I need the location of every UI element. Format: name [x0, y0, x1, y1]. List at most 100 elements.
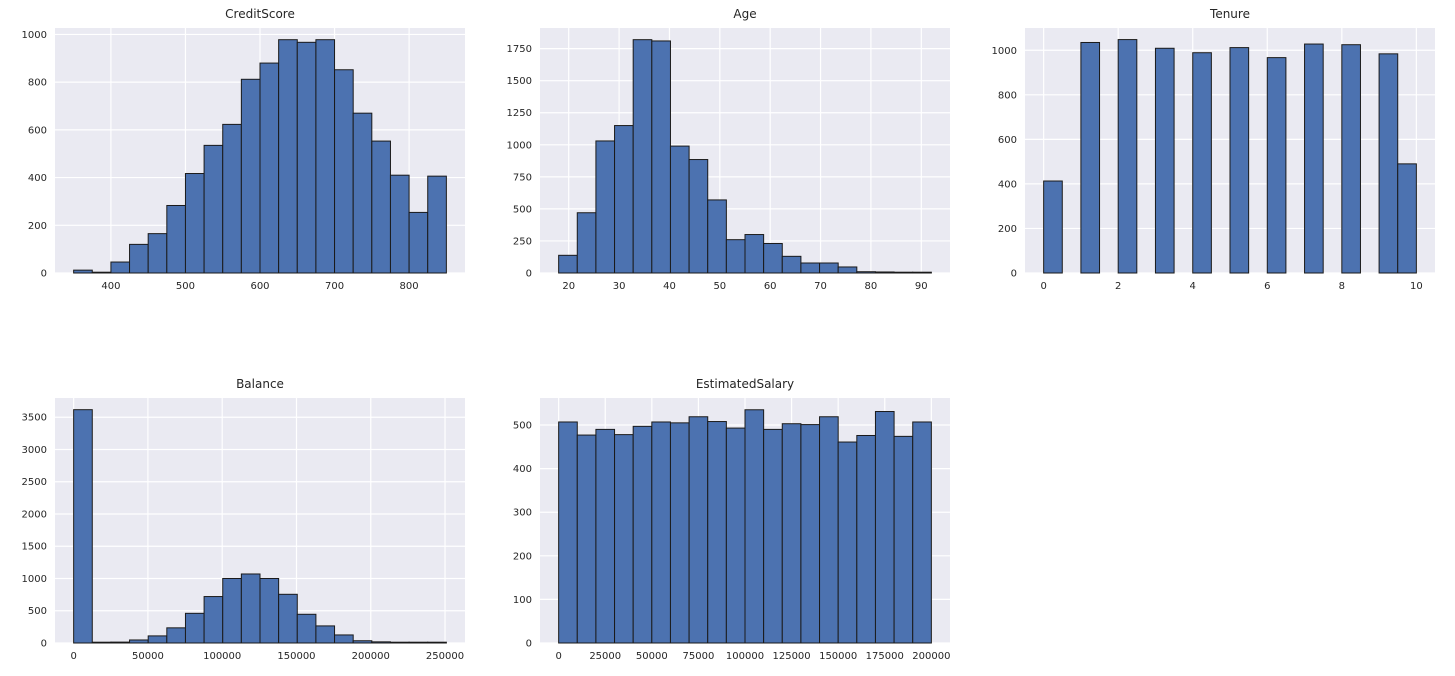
- y-tick-label: 250: [513, 236, 532, 247]
- histogram-bar: [1043, 180, 1063, 274]
- histogram-bar: [763, 243, 783, 274]
- x-tick-label: 200000: [352, 651, 390, 662]
- x-tick-label: 250000: [426, 651, 464, 662]
- y-tick-label: 0: [526, 639, 532, 650]
- histogram-bar: [1080, 41, 1101, 274]
- chart-creditscore: 0 200 400 600 800 1000 400 500 600 700 800 CreditSc…: [0, 0, 485, 338]
- x-tick-label: 8: [1339, 281, 1345, 292]
- histogram-bar: [669, 145, 690, 274]
- y-tick-label: 400: [28, 173, 47, 184]
- histogram-bar: [371, 641, 391, 644]
- histogram-bar: [874, 271, 895, 274]
- histogram-bar: [1397, 163, 1417, 274]
- chart-title: EstimatedSalary: [696, 377, 794, 391]
- x-tick-label: 70: [814, 281, 827, 292]
- x-tick-label: 800: [400, 281, 419, 292]
- y-tick-label: 800: [998, 90, 1017, 101]
- y-tick-label: 1000: [22, 574, 47, 585]
- histogram-bar: [614, 125, 634, 274]
- histogram-bar: [408, 641, 429, 644]
- histogram-bar: [837, 441, 858, 644]
- y-tick-label: 3000: [22, 445, 47, 456]
- y-tick-label: 2000: [22, 509, 47, 520]
- histogram-bar: [651, 40, 671, 274]
- x-tick-label: 6: [1264, 281, 1270, 292]
- x-tick-label: 50: [713, 281, 726, 292]
- histogram-bar: [334, 69, 354, 274]
- chart-title: CreditScore: [225, 7, 295, 21]
- histogram-bar: [352, 640, 373, 644]
- histogram-bar: [110, 641, 131, 644]
- histogram-bar: [800, 262, 821, 274]
- y-tick-label: 1000: [992, 46, 1017, 57]
- histogram-bar: [912, 421, 932, 644]
- histogram-bar: [837, 266, 858, 274]
- y-tick-label: 0: [41, 639, 47, 650]
- histogram-bar: [707, 421, 727, 644]
- histogram-bar: [259, 62, 280, 274]
- x-tick-label: 20: [562, 281, 575, 292]
- x-tick-label: 200000: [912, 651, 950, 662]
- histogram-bar: [1154, 47, 1175, 274]
- histogram-bar: [595, 428, 616, 644]
- x-tick-label: 60: [764, 281, 777, 292]
- y-tick-label: 1000: [507, 140, 532, 151]
- histogram-bar: [203, 144, 224, 274]
- y-tick-label: 200: [513, 551, 532, 562]
- y-tick-label: 500: [513, 204, 532, 215]
- histogram-bar: [725, 239, 746, 274]
- histogram-bar: [1117, 39, 1138, 274]
- histogram-bar: [296, 41, 317, 274]
- histogram-bar: [893, 435, 914, 644]
- y-tick-label: 400: [998, 179, 1017, 190]
- histogram-bar: [1266, 57, 1287, 274]
- histogram-bar: [129, 639, 149, 644]
- histogram-bar: [315, 625, 336, 644]
- histogram-bar: [389, 641, 410, 644]
- y-tick-label: 0: [41, 269, 47, 280]
- chart-title: Tenure: [1209, 7, 1250, 21]
- histogram-svg: 0 200 400 600 800 1000 400 500 600 700 800 CreditSc…: [22, 7, 465, 292]
- histogram-bar: [781, 423, 802, 644]
- histogram-bar: [240, 573, 261, 644]
- histogram-bar: [1378, 53, 1399, 274]
- x-tick-label: 150000: [819, 651, 857, 662]
- histogram-bar: [819, 262, 839, 274]
- histogram-bar: [352, 112, 373, 274]
- y-tick-label: 1500: [22, 542, 47, 553]
- histogram-bar: [91, 271, 112, 274]
- histogram-svg: 0 200 400 600 800 1000 0 2 4 6 8 10 Tenure: [992, 7, 1435, 292]
- histogram-bar: [147, 233, 168, 274]
- x-tick-label: 80: [865, 281, 878, 292]
- histogram-bar: [371, 140, 391, 274]
- x-tick-label: 600: [250, 281, 269, 292]
- histogram-bar: [632, 425, 653, 644]
- histogram-bar: [800, 424, 821, 644]
- x-tick-label: 50000: [636, 651, 668, 662]
- histogram-bar: [893, 271, 914, 274]
- histogram-bar: [427, 641, 447, 644]
- x-tick-label: 40: [663, 281, 676, 292]
- histogram-bar: [1192, 52, 1212, 274]
- y-tick-label: 800: [28, 78, 47, 89]
- histogram-bar: [278, 593, 298, 644]
- y-tick-label: 0: [1011, 269, 1017, 280]
- y-tick-label: 500: [28, 606, 47, 617]
- x-tick-label: 4: [1190, 281, 1196, 292]
- histogram-bar: [856, 434, 876, 644]
- histogram-bar: [334, 634, 354, 644]
- y-tick-label: 1750: [507, 44, 532, 55]
- x-tick-label: 500: [176, 281, 195, 292]
- histogram-bar: [73, 409, 93, 644]
- histogram-bar: [558, 421, 578, 644]
- x-tick-label: 0: [555, 651, 561, 662]
- x-tick-label: 30: [613, 281, 626, 292]
- x-tick-label: 0: [70, 651, 76, 662]
- histogram-bar: [576, 212, 597, 274]
- y-tick-label: 1500: [507, 76, 532, 87]
- histogram-bar: [763, 428, 783, 644]
- histogram-bar: [912, 271, 932, 274]
- histogram-bar: [203, 596, 224, 644]
- x-tick-label: 25000: [589, 651, 621, 662]
- y-tick-label: 200: [998, 224, 1017, 235]
